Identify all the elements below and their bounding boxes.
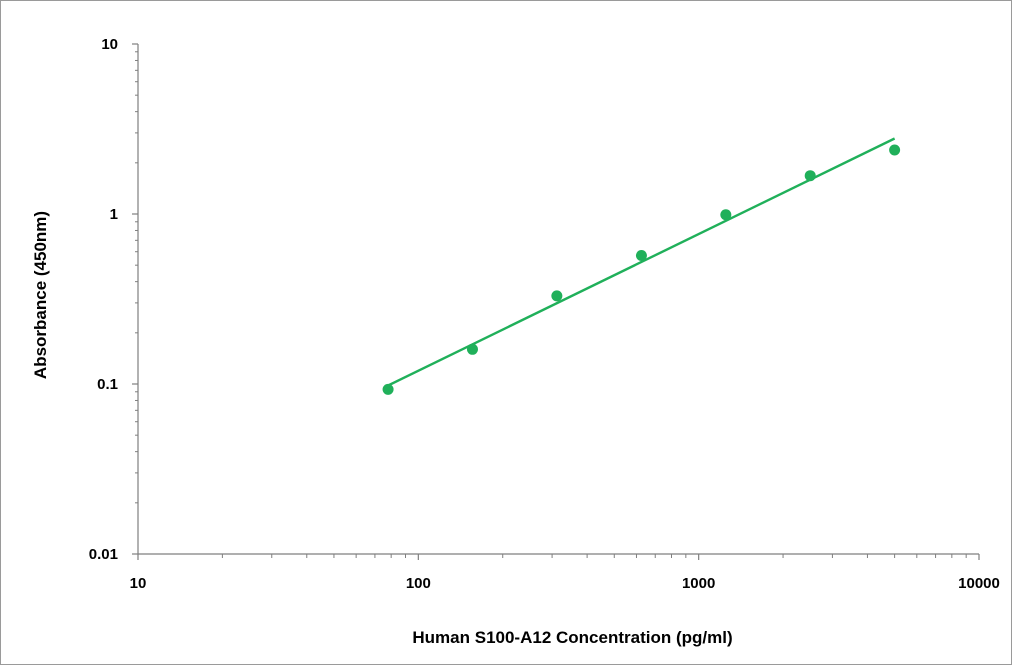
x-axis-title: Human S100-A12 Concentration (pg/ml) (412, 628, 732, 647)
x-tick-label: 100 (406, 575, 431, 592)
data-points (382, 144, 901, 395)
trendline (387, 137, 896, 387)
data-point (889, 144, 901, 156)
trendline-group (387, 137, 896, 387)
x-tick-label: 10 (130, 575, 147, 592)
data-point (551, 290, 563, 302)
y-axis-title: Absorbance (450nm) (31, 211, 50, 379)
data-point (382, 383, 394, 395)
y-tick-label: 0.1 (97, 376, 118, 393)
y-tick-label: 10 (101, 36, 118, 53)
x-tick-label: 1000 (682, 575, 715, 592)
tick-labels: 0.01 0.1 1 10 10 100 1000 10000 (89, 36, 1000, 592)
data-point (720, 209, 732, 221)
x-tick-label: 10000 (958, 575, 1000, 592)
data-point (635, 250, 647, 262)
axes (132, 43, 980, 560)
y-tick-label: 1 (110, 206, 118, 223)
data-point (804, 170, 816, 182)
y-tick-label: 0.01 (89, 546, 118, 563)
data-point (466, 343, 478, 355)
